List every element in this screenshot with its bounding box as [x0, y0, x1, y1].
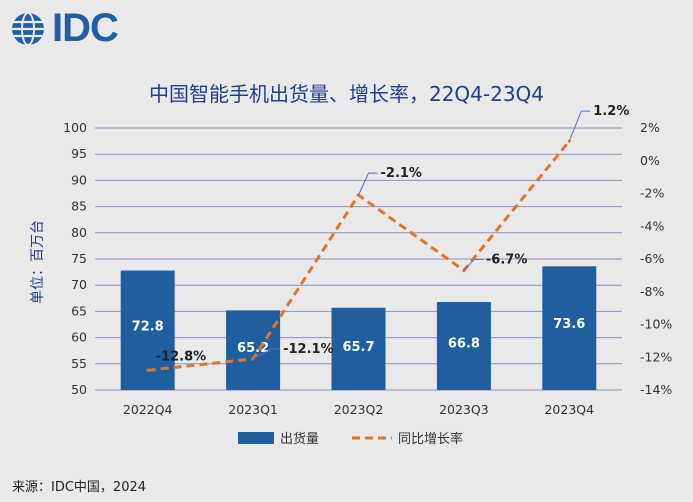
- logo-text: IDC: [52, 6, 119, 50]
- bar-value-label: 65.2: [237, 341, 269, 356]
- y-tick-label: 95: [71, 146, 87, 161]
- line-value-label: -12.1%: [283, 342, 334, 357]
- y-tick-label: 50: [71, 382, 87, 397]
- chart-title: 中国智能手机出货量、增长率，22Q4-23Q4: [148, 82, 545, 106]
- globe-icon: [12, 11, 44, 46]
- line-point: [146, 368, 150, 372]
- source-note: 来源：IDC中国，2024: [12, 480, 147, 495]
- line-value-label: -2.1%: [381, 166, 422, 181]
- y2-tick-label: -6%: [640, 251, 664, 266]
- bar: [331, 307, 386, 390]
- y-tick-label: 65: [71, 303, 87, 318]
- bar: [542, 266, 597, 390]
- y-tick-label: 70: [71, 277, 87, 292]
- legend-bar-swatch: [238, 432, 274, 444]
- y-tick-label: 75: [71, 251, 87, 266]
- x-tick-label: 2023Q1: [228, 402, 278, 417]
- bar-value-label: 72.8: [132, 319, 164, 334]
- y-tick-label: 55: [71, 356, 87, 371]
- legend-line-label: 同比增长率: [398, 431, 463, 447]
- y2-tick-label: 2%: [640, 120, 660, 135]
- y-tick-label: 100: [63, 120, 87, 135]
- y2-tick-label: -2%: [640, 186, 664, 201]
- y-tick-label: 85: [71, 199, 87, 214]
- line-value-label: -6.7%: [486, 252, 527, 267]
- line-value-label: -12.8%: [156, 349, 207, 364]
- y2-tick-label: -8%: [640, 284, 664, 299]
- y2-tick-label: 0%: [640, 153, 660, 168]
- y-axis-label: 单位：百万台: [30, 220, 46, 304]
- bar-value-label: 65.7: [342, 340, 374, 355]
- label-leader-line: [252, 348, 281, 360]
- x-tick-label: 2023Q4: [544, 402, 594, 417]
- y2-tick-label: -12%: [640, 349, 672, 364]
- y-tick-label: 80: [71, 225, 87, 240]
- bar: [226, 310, 281, 390]
- x-tick-label: 2023Q2: [334, 402, 384, 417]
- y-tick-label: 90: [71, 172, 87, 187]
- x-tick-label: 2023Q3: [439, 402, 489, 417]
- bar-value-label: 66.8: [448, 337, 480, 352]
- idc-logo: IDC: [10, 6, 119, 51]
- bar: [436, 301, 491, 390]
- line-value-label: 1.2%: [593, 104, 629, 119]
- y2-tick-label: -14%: [640, 382, 672, 397]
- y-tick-label: 60: [71, 330, 87, 345]
- y2-tick-label: -4%: [640, 218, 664, 233]
- legend-bar-label: 出货量: [280, 431, 319, 447]
- label-leader-line: [358, 172, 378, 196]
- label-leader-line: [463, 258, 483, 271]
- label-leader-line: [568, 110, 591, 142]
- bar-value-label: 73.6: [553, 317, 585, 332]
- y2-tick-label: -10%: [640, 317, 672, 332]
- x-tick-label: 2022Q4: [123, 402, 173, 417]
